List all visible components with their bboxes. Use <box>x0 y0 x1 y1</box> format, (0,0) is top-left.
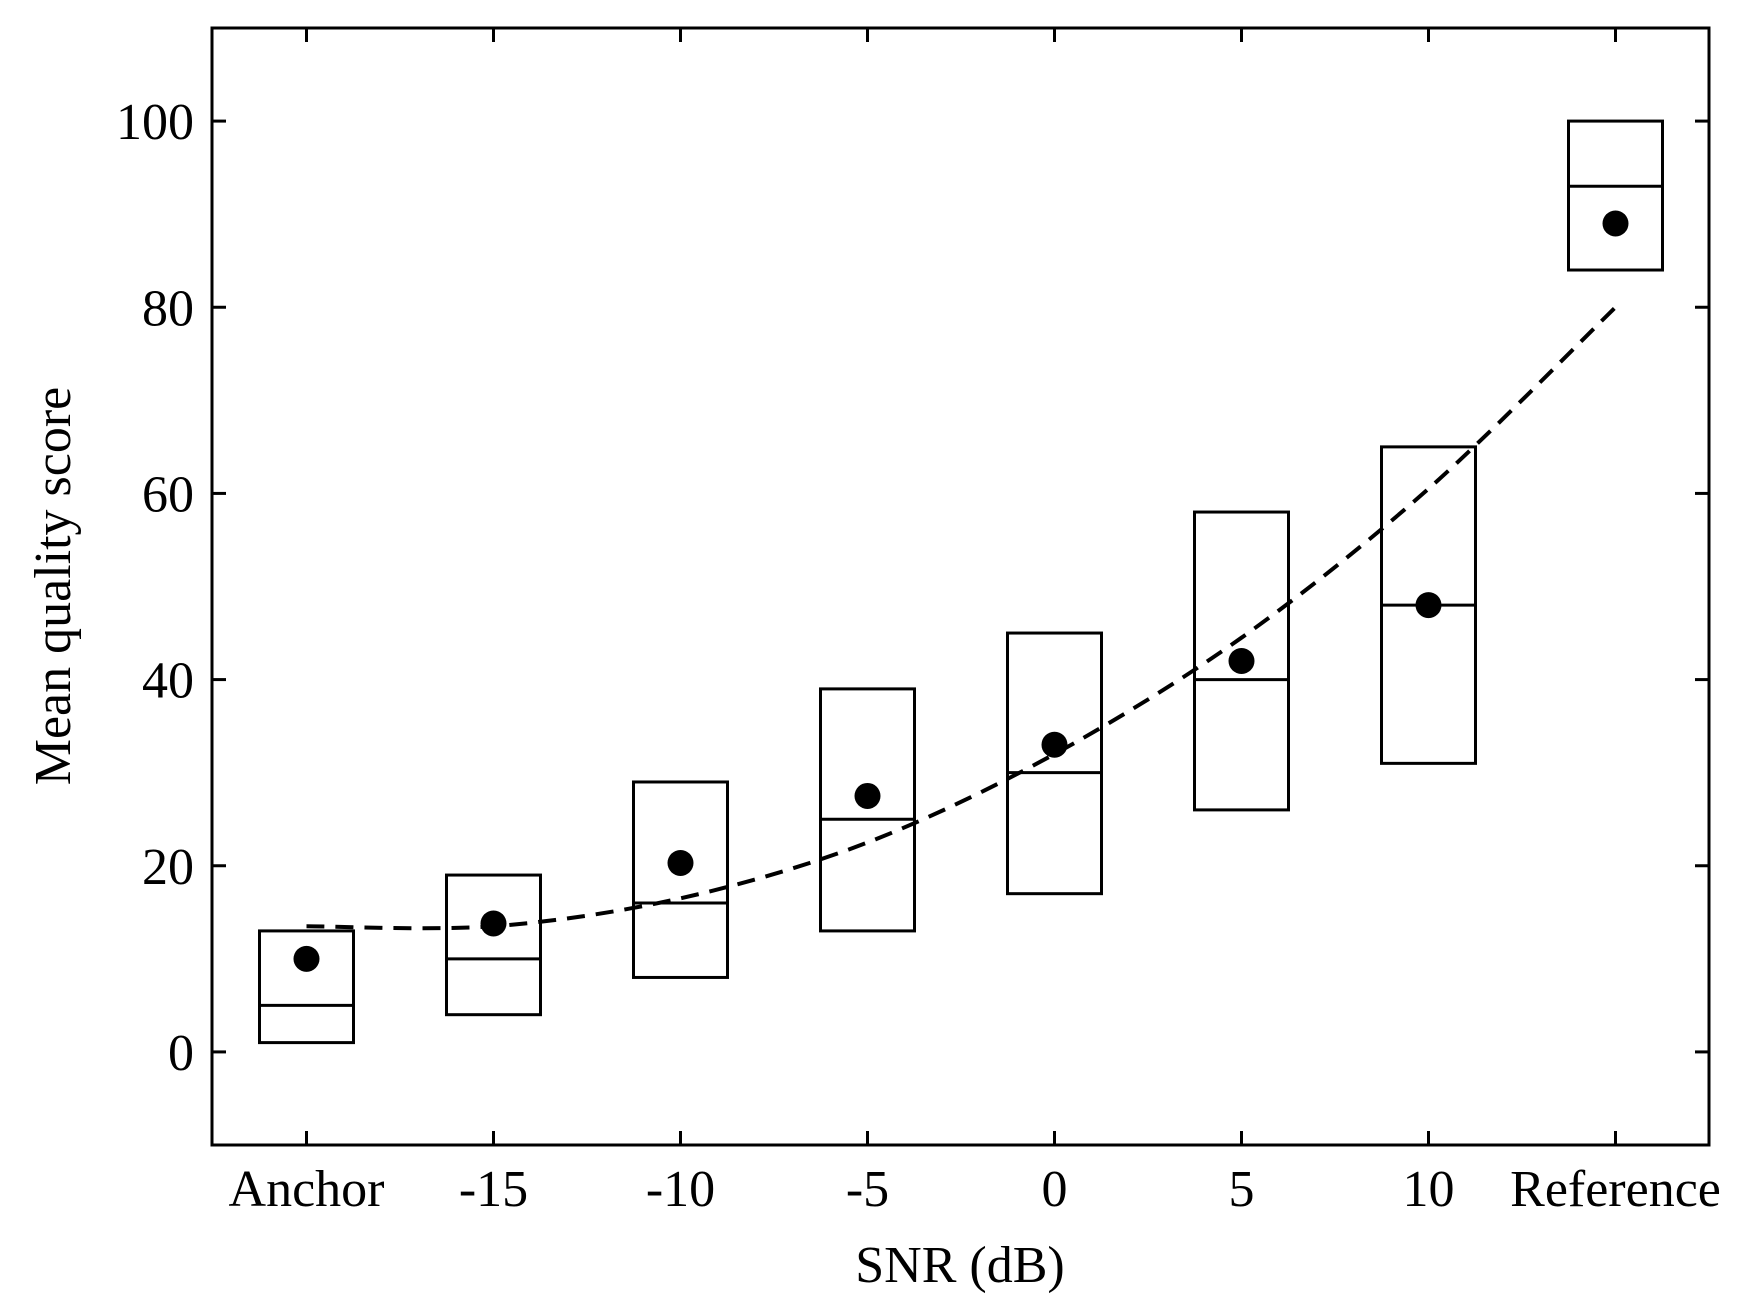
fit-curve <box>306 305 1617 931</box>
y-tick-label: 100 <box>116 94 194 151</box>
y-tick-label: 60 <box>142 466 194 523</box>
mean-point <box>1602 210 1629 237</box>
x-tick-label: 5 <box>1229 1161 1255 1218</box>
x-tick-label: -10 <box>646 1161 715 1218</box>
mean-point <box>1415 592 1442 619</box>
box-m5 <box>819 687 916 933</box>
y-tick-label: 20 <box>142 839 194 896</box>
x-axis-label: SNR (dB) <box>855 1237 1064 1294</box>
x-tick-label: -5 <box>846 1161 889 1218</box>
mean-point <box>293 945 320 972</box>
mean-point <box>667 849 694 876</box>
y-tick-label: 80 <box>142 280 194 337</box>
x-tick-label: Reference <box>1510 1161 1721 1218</box>
mean-point <box>480 910 507 937</box>
x-tick-label: Anchor <box>229 1161 385 1218</box>
box-5 <box>1193 510 1290 812</box>
y-tick-label: 40 <box>142 653 194 710</box>
box-m15 <box>445 873 542 1017</box>
mean-point <box>1041 731 1068 758</box>
mean-point <box>854 782 881 809</box>
box-reference <box>1567 119 1664 272</box>
y-tick-label: 0 <box>168 1025 194 1082</box>
box-m10 <box>632 780 729 979</box>
boxes-layer <box>258 119 1664 1045</box>
y-axis-label: Mean quality score <box>25 387 82 786</box>
means-layer <box>293 210 1629 972</box>
labels-layer: 0 20 40 60 80 100 Anchor -15 -10 -5 0 5 10 Reference <box>116 94 1721 1218</box>
x-tick-label: -15 <box>459 1161 528 1218</box>
ticks-layer <box>212 28 1709 1145</box>
plot-frame <box>210 26 1711 1147</box>
box-0 <box>1006 631 1103 896</box>
x-tick-label: 0 <box>1042 1161 1068 1218</box>
mean-point <box>1228 647 1255 674</box>
box-anchor <box>258 929 355 1045</box>
fit-layer <box>306 305 1617 931</box>
x-tick-label: 10 <box>1403 1161 1455 1218</box>
